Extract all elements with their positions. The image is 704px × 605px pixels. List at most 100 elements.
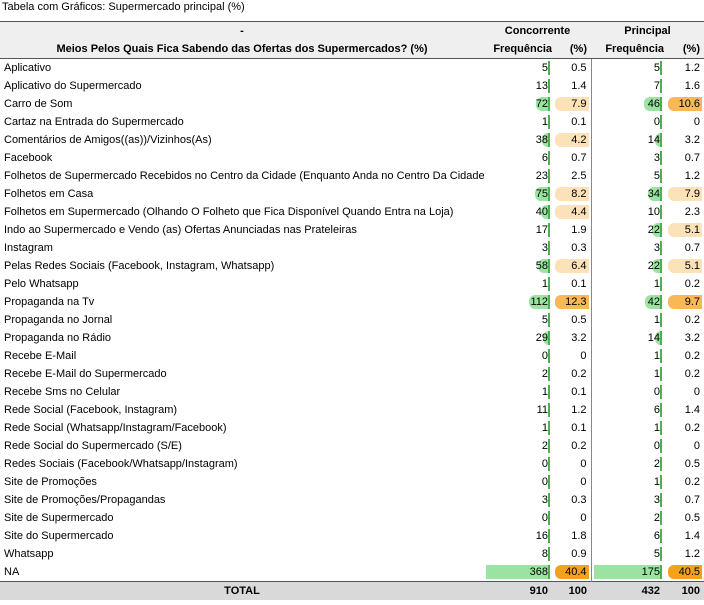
table-row: Folhetos em Supermercado (Olhando O Folh…	[0, 203, 704, 221]
cell-pct-concorrente: 0.5	[552, 311, 591, 329]
cell-value: 0.5	[571, 62, 587, 74]
cell-value: 0	[580, 458, 587, 470]
header-group-principal: Principal	[591, 21, 704, 40]
table-row: Propaganda no Jornal 5 0.5 1 0.2	[0, 311, 704, 329]
cell-value: 0.5	[684, 458, 700, 470]
cell-freq-concorrente: 38	[484, 131, 552, 149]
cell-freq-concorrente: 0	[484, 347, 552, 365]
table-row: Whatsapp 8 0.9 5 1.2	[0, 545, 704, 563]
cell-value: 4.4	[571, 206, 587, 218]
row-label: Aplicativo	[4, 62, 52, 74]
cell-pct-principal: 1.4	[664, 401, 704, 419]
table-row: Pelas Redes Sociais (Facebook, Instagram…	[0, 257, 704, 275]
cell-value: 0.2	[684, 350, 700, 362]
cell-value: 34	[647, 188, 660, 200]
cell-value: 16	[535, 530, 548, 542]
cell-value: 0	[541, 458, 548, 470]
cell-freq-concorrente: 8	[484, 545, 552, 563]
cell-pct-concorrente: 4.2	[552, 131, 591, 149]
pct-bar	[668, 295, 702, 309]
cell-pct-principal: 0.5	[664, 509, 704, 527]
cell-value: 1	[653, 476, 660, 488]
table-row: Facebook 6 0.7 3 0.7	[0, 149, 704, 167]
cell-value: 0	[580, 512, 587, 524]
cell-value: 0.7	[571, 152, 587, 164]
total-label: TOTAL	[0, 581, 484, 600]
cell-freq-principal: 6	[590, 401, 664, 419]
cell-pct-concorrente: 7.9	[552, 95, 591, 113]
cell-value: 0.3	[571, 242, 587, 254]
freq-bar	[659, 511, 662, 525]
cell-value: 1.4	[571, 80, 587, 92]
cell-value: 40	[535, 206, 548, 218]
cell-value: 3.2	[684, 332, 700, 344]
table-row: Site de Supermercado 0 0 2 0.5	[0, 509, 704, 527]
cell-freq-concorrente: 5	[484, 311, 552, 329]
cell-value: 8	[541, 548, 548, 560]
cell-pct-principal: 3.2	[664, 131, 704, 149]
row-label: Site de Promoções	[4, 476, 97, 488]
freq-bar	[547, 439, 550, 453]
cell-freq-concorrente: 72	[484, 95, 552, 113]
cell-freq-principal: 2	[590, 455, 664, 473]
cell-value: 0	[693, 440, 700, 452]
cell-pct-principal: 0.7	[664, 491, 704, 509]
cell-pct-concorrente: 0.1	[552, 275, 591, 293]
cell-pct-principal: 3.2	[664, 329, 704, 347]
cell-value: 0	[653, 116, 660, 128]
freq-bar	[656, 205, 662, 219]
cell-value: 13	[535, 80, 548, 92]
freq-bar	[660, 385, 662, 399]
cell-freq-principal: 0	[590, 383, 664, 401]
cell-freq-concorrente: 3	[484, 491, 552, 509]
cell-freq-principal: 42	[590, 293, 664, 311]
cell-value: 12.3	[565, 296, 587, 308]
total-freq-principal: 432	[591, 581, 664, 600]
cell-value: 0.3	[571, 494, 587, 506]
cell-freq-principal: 1	[590, 365, 664, 383]
freq-bar	[658, 529, 662, 543]
freq-bar	[543, 331, 550, 345]
cell-pct-principal: 0	[664, 437, 704, 455]
row-label: Recebe E-Mail do Supermercado	[4, 368, 167, 380]
cell-freq-principal: 3	[590, 491, 664, 509]
row-label: Site de Supermercado	[4, 512, 114, 524]
freq-bar	[547, 115, 550, 129]
freq-bar	[659, 457, 662, 471]
cell-value: 3	[653, 242, 660, 254]
row-label: Redes Sociais (Facebook/Whatsapp/Instagr…	[4, 458, 238, 470]
freq-bar	[659, 349, 662, 363]
table-row: Aplicativo 5 0.5 5 1.2	[0, 58, 704, 77]
cell-freq-principal: 1	[590, 419, 664, 437]
cell-value: 0	[541, 476, 548, 488]
freq-bar	[546, 79, 550, 93]
cell-value: 46	[647, 98, 660, 110]
cell-value: 2	[541, 440, 548, 452]
header-group-concorrente: Concorrente	[484, 21, 591, 40]
freq-bar	[652, 259, 662, 273]
freq-bar	[538, 259, 550, 273]
freq-bar	[547, 367, 550, 381]
cell-freq-concorrente: 112	[484, 293, 552, 311]
freq-bar	[658, 61, 662, 75]
pct-bar	[554, 97, 589, 111]
row-label: Aplicativo do Supermercado	[4, 80, 142, 92]
cell-value: 5	[653, 170, 660, 182]
cell-pct-concorrente: 4.4	[552, 203, 591, 221]
pct-bar	[554, 133, 589, 147]
table-row: Folhetos de Supermercado Recebidos no Ce…	[0, 167, 704, 185]
cell-pct-concorrente: 8.2	[552, 185, 591, 203]
cell-freq-principal: 0	[590, 437, 664, 455]
table-row: Cartaz na Entrada do Supermercado 1 0.1 0 0	[0, 113, 704, 131]
cell-freq-principal: 14	[590, 329, 664, 347]
freq-bar	[545, 223, 550, 237]
cell-value: 175	[641, 566, 660, 578]
cell-freq-concorrente: 58	[484, 257, 552, 275]
row-label: Recebe Sms no Celular	[4, 386, 121, 398]
cell-pct-concorrente: 0	[552, 509, 591, 527]
freq-bar	[548, 511, 550, 525]
table-row: Rede Social (Facebook, Instagram) 11 1.2 6 1…	[0, 401, 704, 419]
cell-pct-concorrente: 1.2	[552, 401, 591, 419]
freq-bar	[659, 151, 662, 165]
cell-value: 9.7	[684, 296, 700, 308]
